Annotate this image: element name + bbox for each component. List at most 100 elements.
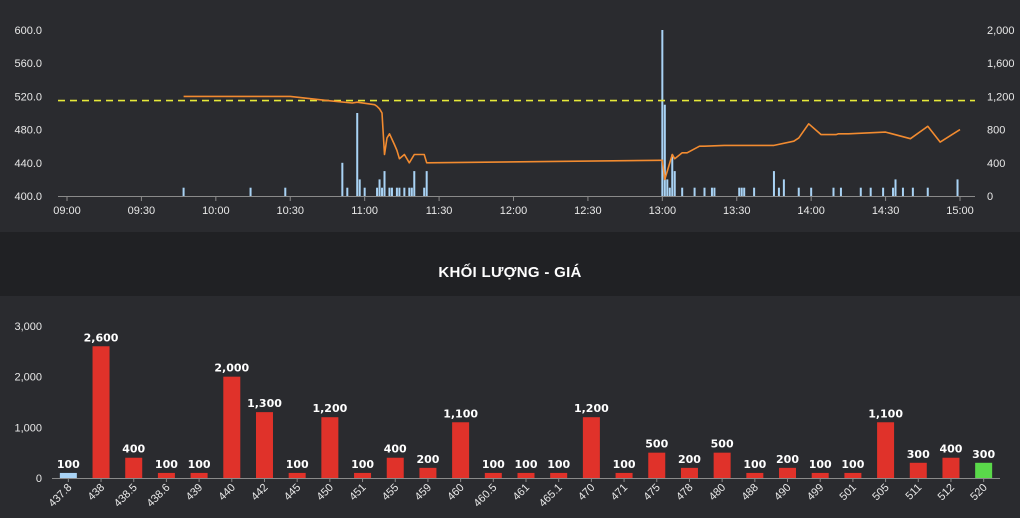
volume-bar [666, 179, 669, 196]
bar [190, 472, 208, 478]
right-axis-tick: 2,000 [987, 25, 1015, 37]
volume-bar [341, 162, 344, 196]
bar-data-label: 100 [57, 458, 80, 471]
x-axis-tick: 442 [249, 482, 270, 503]
volume-bar [839, 187, 842, 196]
x-axis-tick: 14:30 [872, 205, 900, 217]
x-axis-tick: 13:00 [649, 205, 677, 217]
price-line [183, 95, 961, 181]
x-axis-tick: 14:00 [797, 205, 825, 217]
left-axis-tick: 440.0 [14, 158, 42, 170]
bar [648, 452, 666, 478]
x-axis-tick: 455 [380, 482, 401, 503]
x-axis-tick: 460.5 [471, 482, 499, 510]
bar [680, 467, 698, 478]
volume-bar [249, 187, 252, 196]
volume-bar [668, 187, 671, 196]
x-axis-tick: 13:30 [723, 205, 751, 217]
right-axis-tick: 1,600 [987, 58, 1015, 70]
volume-bar [713, 187, 716, 196]
x-axis-tick: 09:30 [128, 205, 156, 217]
volume-bar [869, 187, 872, 196]
volume-bar [425, 171, 428, 196]
bar-data-label: 500 [645, 438, 668, 451]
bar-data-label: 300 [972, 448, 995, 461]
volume-bar [388, 187, 391, 196]
volume-bar [777, 187, 780, 196]
x-axis-tick: 451 [347, 482, 368, 503]
section-title: KHỐI LƯỢNG - GIÁ [438, 264, 582, 281]
bar-data-label: 500 [711, 438, 734, 451]
bar [517, 472, 535, 478]
volume-bar [661, 30, 664, 196]
volume-bar [753, 187, 756, 196]
bar-data-label: 1,100 [868, 407, 903, 420]
bar [59, 472, 77, 478]
volume-bar [892, 187, 895, 196]
volume-bar [882, 187, 885, 196]
volume-bar [673, 171, 676, 196]
bar-data-label: 100 [482, 458, 505, 471]
bar-data-label: 100 [351, 458, 374, 471]
x-axis-tick: 512 [936, 482, 957, 503]
y-axis-tick: 3,000 [14, 321, 42, 333]
y-axis-tick: 0 [36, 473, 42, 485]
bar [779, 467, 797, 478]
x-axis-tick: 465.1 [537, 482, 565, 510]
bar [713, 452, 731, 478]
bar-data-label: 1,200 [574, 402, 609, 415]
volume-bar [782, 179, 785, 196]
x-axis-tick: 501 [838, 482, 859, 503]
volume-bar [894, 179, 897, 196]
bar [386, 457, 404, 478]
bar [125, 457, 143, 478]
volume-by-price-chart: 0 1,000 2,000 3,000 100 437.8 2,600 438 400 438.5… [14, 321, 1000, 510]
bar [550, 472, 568, 478]
volume-bar [810, 187, 813, 196]
x-axis-tick: 488 [739, 482, 760, 503]
bar-data-label: 400 [384, 443, 407, 456]
volume-bar [901, 187, 904, 196]
title-band [0, 232, 1020, 296]
x-axis-tick: 460 [445, 482, 466, 503]
x-axis-tick: 499 [805, 482, 826, 503]
bar-data-label: 100 [743, 458, 766, 471]
bar [354, 472, 372, 478]
bar-data-label: 200 [678, 453, 701, 466]
volume-bar [710, 187, 713, 196]
x-axis-tick: 459 [413, 482, 434, 503]
bar-data-label: 100 [155, 458, 178, 471]
bar [877, 422, 895, 478]
volume-bar [738, 187, 741, 196]
volume-bar [911, 187, 914, 196]
volume-bar [395, 187, 398, 196]
x-axis-tick: 470 [576, 482, 597, 503]
left-axis-tick: 600.0 [14, 25, 42, 37]
volume-bar [743, 187, 746, 196]
right-axis-tick: 800 [987, 125, 1005, 137]
x-axis-tick: 475 [641, 482, 662, 503]
volume-bar [390, 187, 393, 196]
x-axis-tick: 12:30 [574, 205, 602, 217]
bar [321, 417, 339, 478]
intraday-price-volume-chart: 400.0 440.0 480.0 520.0 560.0 600.0 0 400 800 1,2… [14, 25, 1015, 217]
right-axis-tick: 1,200 [987, 91, 1015, 103]
bar [255, 412, 273, 478]
x-axis-tick: 490 [772, 482, 793, 503]
x-axis-tick: 15:00 [946, 205, 974, 217]
volume-bar [378, 179, 381, 196]
volume-bar [284, 187, 287, 196]
volume-bar [772, 171, 775, 196]
x-axis-tick: 480 [707, 482, 728, 503]
volume-bar [423, 187, 426, 196]
volume-bar [681, 187, 684, 196]
bar [746, 472, 764, 478]
volume-bar [403, 187, 406, 196]
bar-data-label: 100 [547, 458, 570, 471]
y-axis-tick: 2,000 [14, 372, 42, 384]
bar-data-label: 400 [939, 443, 962, 456]
x-axis-tick: 439 [184, 482, 205, 503]
x-axis-tick: 438.6 [145, 482, 173, 510]
bar-data-label: 1,200 [312, 402, 347, 415]
volume-bar [413, 171, 416, 196]
